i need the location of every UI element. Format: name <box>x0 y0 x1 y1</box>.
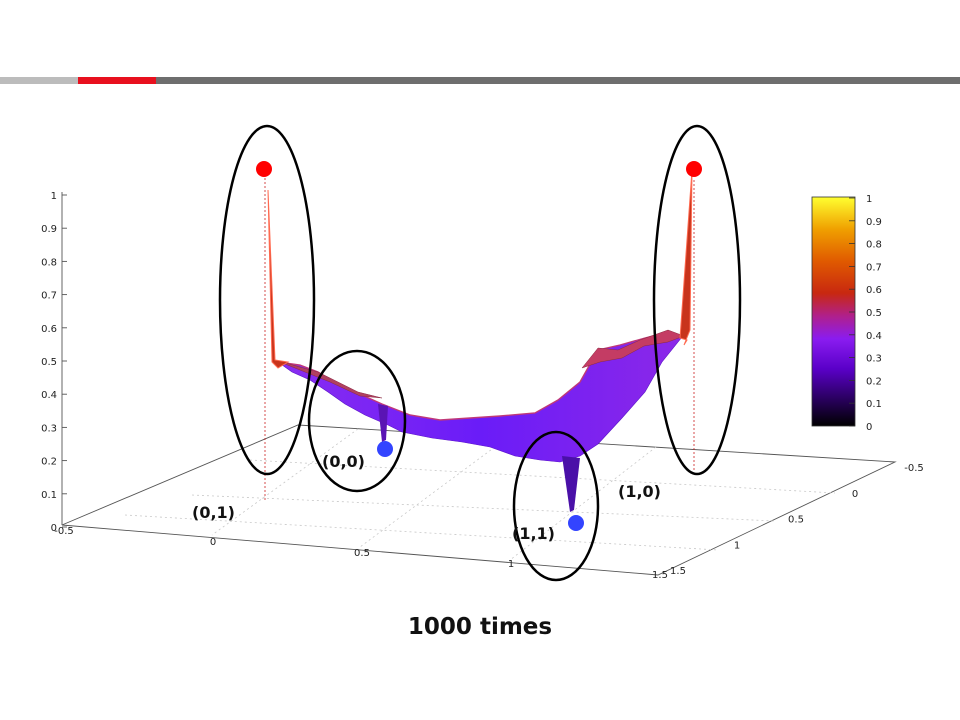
colorbar <box>811 196 856 427</box>
colorbar-tick-label: 1 <box>866 194 872 205</box>
colorbar-tick-label: 0.7 <box>866 262 882 273</box>
chart-caption: 1000 times <box>407 614 553 640</box>
colorbar-tick-label: 0 <box>866 422 872 433</box>
x-tick-label: 1 <box>508 559 514 570</box>
z-tick-label: 0.6 <box>41 324 57 335</box>
colorbar-tick-label: 0.8 <box>866 240 882 251</box>
corner-label-1-0: (1,0) <box>618 482 661 501</box>
z-tick-label: 0.7 <box>41 291 57 302</box>
z-tick-label: 0.8 <box>41 257 57 268</box>
y-tick-label: 0 <box>852 489 858 500</box>
corner-label-0-1: (0,1) <box>192 503 235 522</box>
z-tick-label: 0 <box>51 523 57 534</box>
y-tick-label: -0.5 <box>904 463 924 474</box>
z-tick-label: 0.1 <box>41 490 57 501</box>
colorbar-tick-label: 0.3 <box>866 354 882 365</box>
z-tick-label: 0.2 <box>41 457 57 468</box>
surface <box>267 169 693 512</box>
spike-corner-0-1 <box>267 189 290 369</box>
z-tick-label: 0.4 <box>41 390 57 401</box>
grid-line <box>124 514 719 551</box>
z-tick-label: 0.9 <box>41 224 57 235</box>
highlight-ellipse-0-0 <box>307 349 407 493</box>
grid-line <box>211 428 359 536</box>
colorbar-tick-label: 0.2 <box>866 376 882 387</box>
highlight-ellipses <box>218 124 742 582</box>
marker-corner-0-1 <box>256 161 272 177</box>
grid-line <box>191 494 776 522</box>
colorbar-tick-label: 0.9 <box>866 217 882 228</box>
corner-label-1-1: (1,1) <box>512 524 555 543</box>
base-grid <box>124 428 836 561</box>
y-tick-label: 1.5 <box>670 566 686 577</box>
x-tick-label: 0.5 <box>354 548 370 559</box>
title-rule <box>0 77 960 84</box>
z-tick-label: 0.3 <box>41 423 57 434</box>
highlight-ellipse-1-0 <box>652 124 742 476</box>
rule-light-segment <box>0 77 78 84</box>
surface-ridge-left <box>274 359 383 399</box>
base-plane-border <box>61 424 897 576</box>
y-tick-label: 1 <box>734 540 740 551</box>
z-axis-ticks: 0 0.1 0.2 0.3 0.4 0.5 0.6 0.7 0.8 0.9 1 <box>41 191 67 534</box>
base-plane <box>61 424 897 576</box>
colorbar-ticks: 0 0.1 0.2 0.3 0.4 0.5 0.6 0.7 0.8 0.9 1 <box>849 194 882 433</box>
rule-dark-segment <box>156 77 960 84</box>
x-axis-ticks: -0.500.511.5 <box>54 526 668 581</box>
corner-label-0-0: (0,0) <box>322 452 365 471</box>
spike-corner-1-0 <box>679 169 693 346</box>
y-tick-label: 0.5 <box>788 515 804 526</box>
colorbar-tick-label: 0.5 <box>866 308 882 319</box>
dip-corner-0-0 <box>378 404 388 442</box>
x-tick-label: 1.5 <box>652 570 668 581</box>
colorbar-tick-label: 0.1 <box>866 399 882 410</box>
marker-corner-0-0 <box>377 441 393 457</box>
x-tick-label: -0.5 <box>54 526 74 537</box>
x-tick-label: 0 <box>210 537 216 548</box>
highlight-ellipse-1-1 <box>512 430 600 582</box>
highlight-ellipse-0-1 <box>218 124 316 476</box>
z-tick-label: 1 <box>51 191 57 202</box>
surface-plot: 00.10.20.30.40.50.60.70.80.91 -0.500.511… <box>41 124 924 582</box>
marker-corner-1-1 <box>568 515 584 531</box>
dip-corner-1-1 <box>562 456 580 512</box>
colorbar-tick-label: 0.4 <box>866 331 882 342</box>
z-tick-label: 0.5 <box>41 357 57 368</box>
rule-accent-segment <box>78 77 156 84</box>
colorbar-tick-label: 0.6 <box>866 285 882 296</box>
marker-corner-1-0 <box>686 161 702 177</box>
grid-line <box>509 446 657 561</box>
y-axis-ticks: -0.5 0 0.5 1 1.5 <box>670 463 924 577</box>
grid-line <box>359 437 508 548</box>
